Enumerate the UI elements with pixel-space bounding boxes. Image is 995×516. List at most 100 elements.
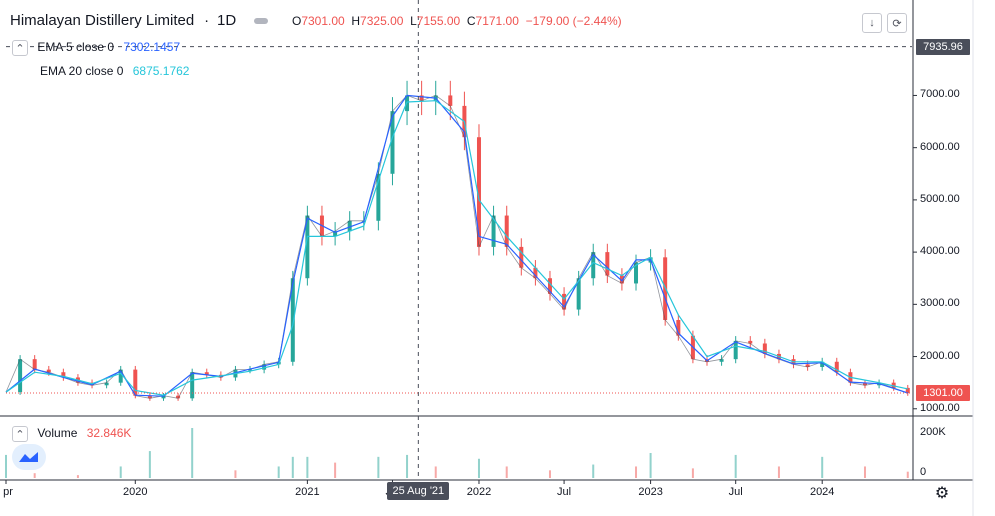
x-tick-label: Jul <box>728 486 743 498</box>
candle-body <box>504 215 509 247</box>
candle-body <box>591 252 596 279</box>
candle-body <box>161 395 166 399</box>
volume-bar <box>33 473 36 478</box>
candle-body <box>262 364 267 370</box>
x-tick-label: 2024 <box>809 486 835 498</box>
candle-body <box>190 372 195 399</box>
candle-body <box>533 267 538 279</box>
candle-body <box>748 340 753 344</box>
candle-body <box>862 382 867 386</box>
close-line <box>5 94 908 399</box>
volume-bar <box>5 454 7 478</box>
settings-button[interactable]: ⚙ <box>932 483 952 503</box>
crosshair-price-tag: 7935.96 <box>916 38 970 55</box>
chevron-up-icon[interactable]: ⌃ <box>12 40 28 56</box>
volume-bar <box>821 456 824 478</box>
candle-body <box>133 369 138 396</box>
volume-bar <box>377 456 380 478</box>
ema20-line <box>5 100 908 396</box>
candle-body <box>448 95 453 106</box>
volume-bar <box>76 475 79 478</box>
y-tick-label: 3000.00 <box>920 297 960 310</box>
last-price-tag: 1301.00 <box>916 385 970 402</box>
candle-body <box>176 395 181 399</box>
candle-body <box>46 369 51 373</box>
gear-icon: ⚙ <box>934 485 950 502</box>
candle-body <box>147 395 152 399</box>
ema20-value: 6875.1762 <box>132 64 190 78</box>
x-tick-label: pr <box>3 486 13 498</box>
volume-bar <box>777 466 780 478</box>
volume-bar <box>306 456 309 478</box>
candle-body <box>305 215 310 279</box>
volume-bar <box>649 453 652 478</box>
candle-body <box>547 278 552 294</box>
candle-body <box>290 278 295 362</box>
candle-body <box>719 359 724 362</box>
interval-label[interactable]: 1D <box>217 12 237 29</box>
y-tick-label: 5000.00 <box>920 192 960 205</box>
candle-body <box>576 278 581 310</box>
candle-body <box>519 246 524 268</box>
x-tick-label: 2020 <box>123 486 148 498</box>
candle-body <box>676 320 681 336</box>
candle-body <box>733 340 738 360</box>
volume-tick-0: 0 <box>920 466 927 478</box>
candle-body <box>347 220 352 232</box>
volume-bar <box>234 470 237 478</box>
y-tick-label: 2000.00 <box>920 349 960 362</box>
volume-bar <box>406 454 409 478</box>
candle-body <box>390 111 395 174</box>
symbol-title: Himalayan Distillery Limited <box>10 12 195 29</box>
x-tick-label: 2023 <box>638 486 663 498</box>
y-tick-label: 4000.00 <box>920 245 960 258</box>
status-dot <box>254 18 269 25</box>
volume-tick-200k: 200K <box>920 426 946 438</box>
candle-body <box>605 252 610 276</box>
crosshair-date-label: 25 Aug '21 <box>387 482 450 500</box>
candle-body <box>248 369 253 371</box>
y-tick-label: 7000.00 <box>920 88 960 101</box>
candle-body <box>476 137 481 247</box>
arrow-down-icon: ↓ <box>869 17 875 29</box>
candle-body <box>104 382 109 386</box>
volume-bar <box>277 466 280 478</box>
ema5-line <box>5 94 908 397</box>
tradingview-logo[interactable] <box>12 444 46 470</box>
volume-bar <box>592 464 595 478</box>
candle-body <box>419 95 424 101</box>
candle-body <box>905 387 910 394</box>
candle-body <box>805 364 810 367</box>
x-tick-label: 2021 <box>295 486 320 498</box>
candle-body <box>18 359 23 393</box>
candle-body <box>820 361 825 367</box>
ema5-value: 7302.1457 <box>123 40 181 55</box>
volume-bar <box>291 456 294 478</box>
volume-bar <box>505 466 508 478</box>
y-tick-label: 6000.00 <box>920 140 960 153</box>
volume-bar <box>119 466 122 478</box>
refresh-button[interactable]: ⟳ <box>887 13 907 33</box>
candle-body <box>376 173 381 221</box>
x-tick-label: Jul <box>557 486 572 498</box>
candle-body <box>204 372 209 375</box>
volume-bar <box>191 428 194 478</box>
volume-bar <box>691 468 694 478</box>
volume-bar <box>863 466 866 478</box>
volume-bar <box>477 458 480 478</box>
candle-body <box>562 293 567 310</box>
refresh-icon: ⟳ <box>892 17 902 30</box>
candle-body <box>333 231 338 237</box>
arrow-down-button[interactable]: ↓ <box>862 13 882 33</box>
collapse-icon[interactable]: ⌃ <box>12 426 28 442</box>
volume-label: Volume <box>37 426 78 441</box>
candle-body <box>619 275 624 284</box>
volume-bar <box>548 470 551 478</box>
ema5-label: EMA 5 close 0 <box>37 40 115 55</box>
candle-body <box>762 343 767 354</box>
volume-bar <box>906 471 909 478</box>
candle-body <box>32 359 37 370</box>
volume-bar <box>148 451 151 478</box>
